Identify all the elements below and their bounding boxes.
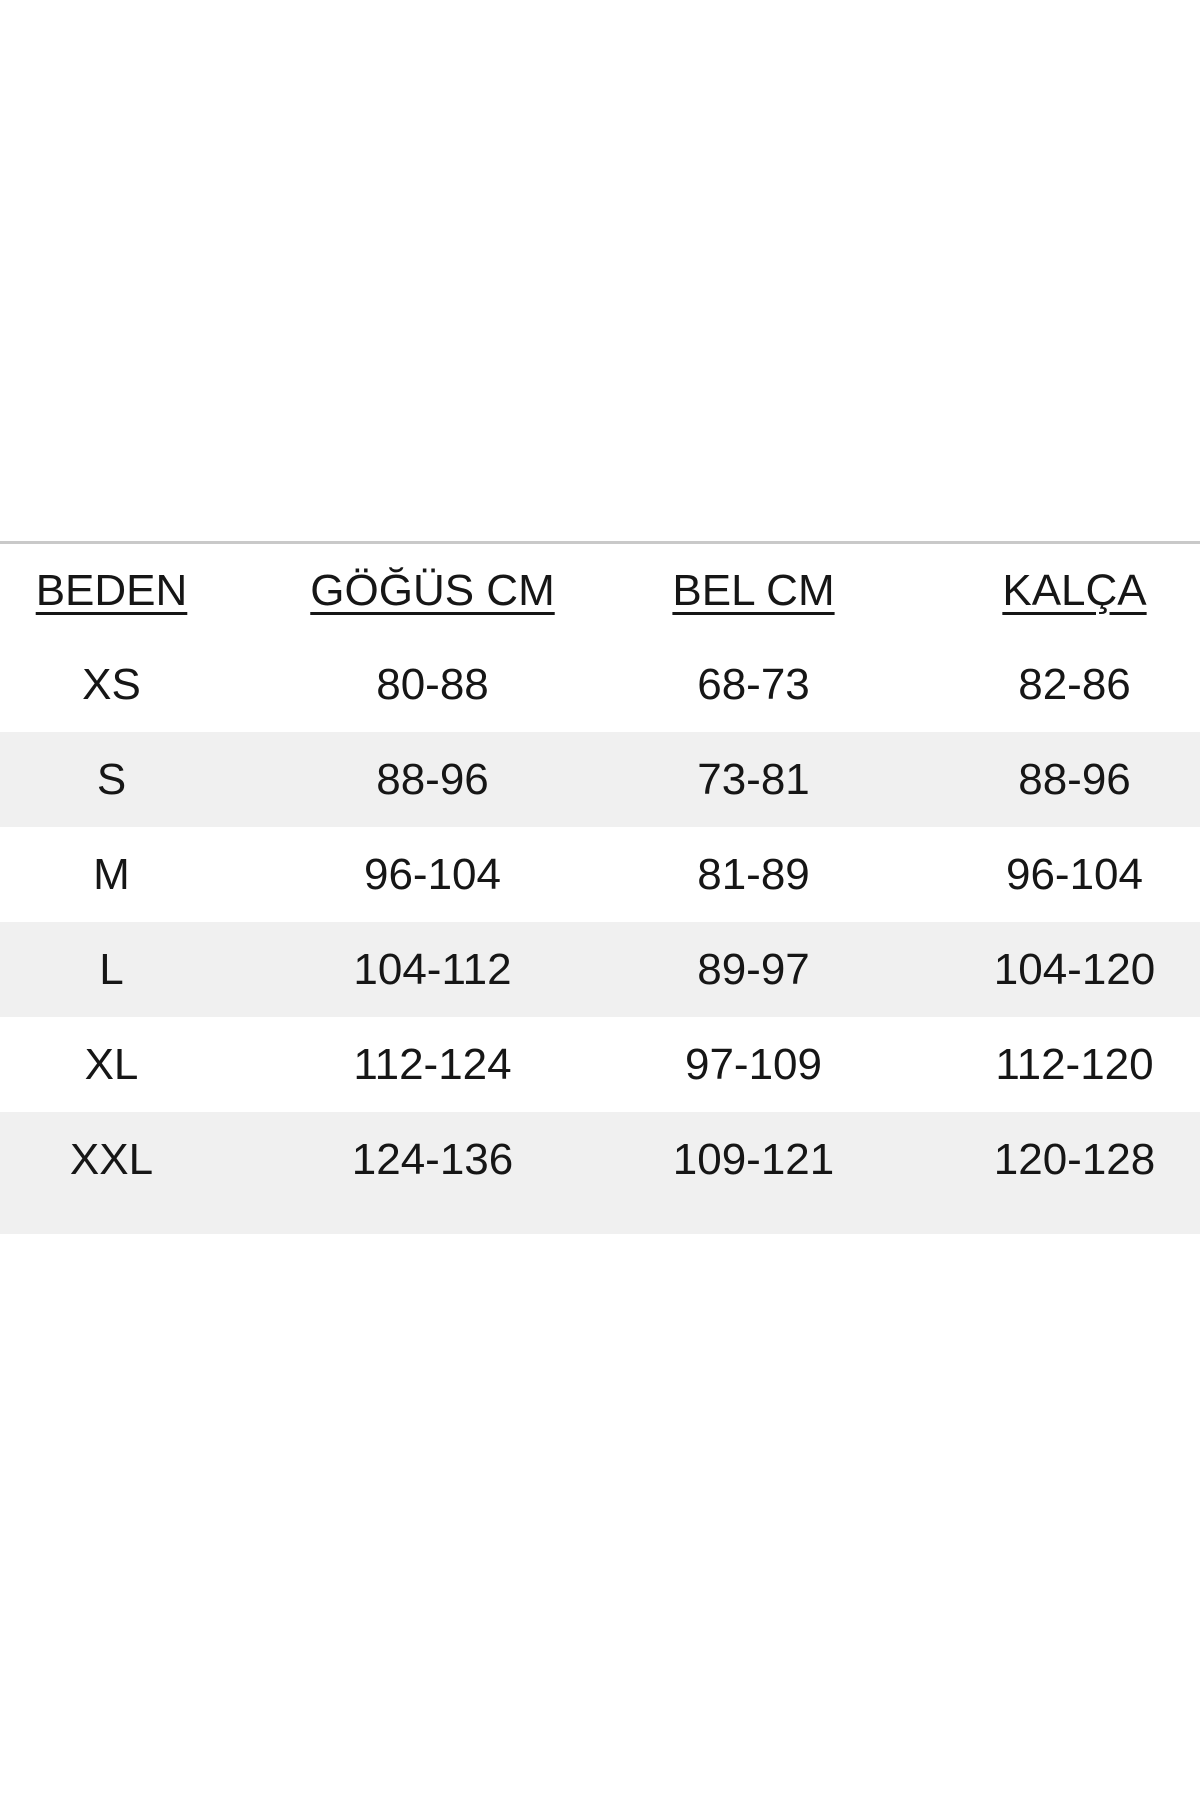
waist-cell: 97-109 [684,1039,822,1089]
chest-cell: 104-112 [353,944,512,994]
table-row-xs: XS 80-88 68-73 82-86 [0,637,1200,732]
hip-cell: 104-120 [993,944,1156,994]
waist-cell: 73-81 [697,754,810,804]
table-header-row: BEDEN GÖĞÜS CM BEL CM KALÇA [0,544,1200,637]
chest-cell: 80-88 [376,659,489,709]
chest-cell: 96-104 [363,849,501,899]
size-cell: XL [84,1039,139,1089]
hip-cell: 112-120 [995,1039,1154,1089]
size-chart-table: BEDEN GÖĞÜS CM BEL CM KALÇA XS 80-88 68-… [0,541,1200,1234]
size-cell: XXL [69,1134,154,1184]
size-cell: L [99,944,124,994]
chest-cell: 112-124 [353,1039,512,1089]
table-row-xl: XL 112-124 97-109 112-120 [0,1017,1200,1112]
hip-cell: 96-104 [1005,849,1143,899]
waist-cell: 68-73 [697,659,810,709]
column-header-bel: BEL CM [672,565,835,615]
column-header-kalca: KALÇA [1002,565,1147,615]
waist-cell: 81-89 [697,849,810,899]
table-top-border [0,541,1200,544]
table-row-xxl: XXL 124-136 109-121 120-128 [0,1112,1200,1207]
table-footer-strip [0,1207,1200,1234]
size-cell: XS [82,659,141,709]
hip-cell: 82-86 [1018,659,1131,709]
hip-cell: 88-96 [1018,754,1131,804]
waist-cell: 109-121 [672,1134,835,1184]
hip-cell: 120-128 [993,1134,1156,1184]
table-row-s: S 88-96 73-81 88-96 [0,732,1200,827]
table-row-m: M 96-104 81-89 96-104 [0,827,1200,922]
column-header-beden: BEDEN [35,565,188,615]
size-cell: M [93,849,130,899]
size-cell: S [96,754,127,804]
chest-cell: 124-136 [351,1134,514,1184]
table-columns-wrapper: BEDEN GÖĞÜS CM BEL CM KALÇA XS 80-88 68-… [0,544,1200,1234]
waist-cell: 89-97 [697,944,810,994]
table-row-l: L 104-112 89-97 104-120 [0,922,1200,1017]
chest-cell: 88-96 [376,754,489,804]
column-header-gogus: GÖĞÜS CM [310,565,555,615]
